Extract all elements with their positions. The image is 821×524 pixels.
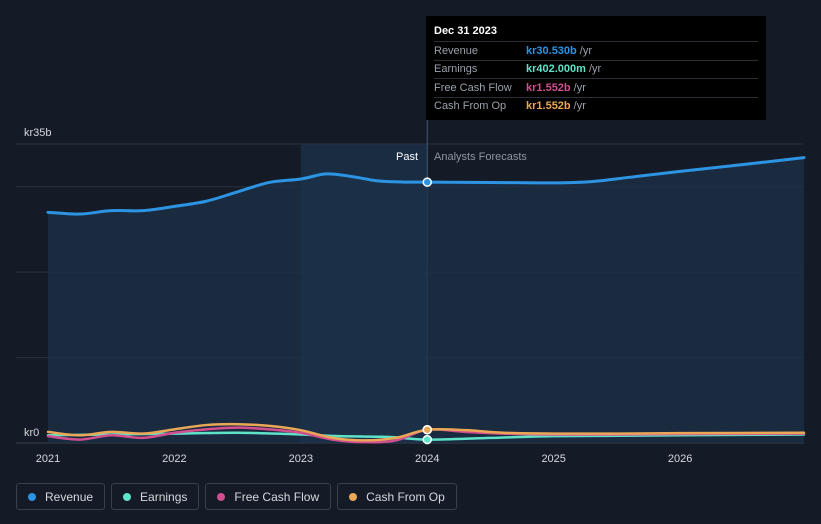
legend-label: Cash From Op (366, 489, 445, 504)
tooltip-row-earnings: Earnings kr402.000m /yr (434, 59, 758, 79)
legend: Revenue Earnings Free Cash Flow Cash Fro… (16, 483, 457, 510)
tooltip-unit: /yr (588, 63, 602, 76)
legend-item-cash-from-op[interactable]: Cash From Op (337, 483, 457, 510)
tooltip-label: Revenue (434, 44, 479, 57)
tooltip: Dec 31 2023 Revenue kr30.530b /yr Earnin… (426, 16, 766, 120)
x-tick-label: 2026 (668, 453, 692, 465)
tooltip-value-cash-from-op: kr1.552b (526, 100, 571, 113)
cash-from-op-marker (422, 424, 433, 435)
legend-item-free-cash-flow[interactable]: Free Cash Flow (205, 483, 332, 510)
x-tick-label: 2023 (289, 453, 313, 465)
tooltip-date: Dec 31 2023 (434, 25, 497, 37)
tooltip-row-free-cash-flow: Free Cash Flow kr1.552b /yr (434, 78, 758, 97)
legend-label: Earnings (140, 489, 188, 504)
y-axis-top-label: kr35b (24, 127, 52, 139)
earnings-dot-icon (123, 492, 132, 501)
legend-item-earnings[interactable]: Earnings (111, 483, 200, 510)
forecast-label: Analysts Forecasts (434, 151, 527, 163)
revenue-marker (422, 177, 433, 187)
tooltip-value-earnings: kr402.000m (526, 63, 586, 76)
tooltip-label: Cash From Op (434, 100, 507, 113)
past-label: Past (396, 151, 418, 163)
cash-from-op-dot-icon (349, 492, 358, 501)
tooltip-value-free-cash-flow: kr1.552b (526, 81, 571, 94)
x-tick-label: 2021 (36, 453, 60, 465)
legend-item-revenue[interactable]: Revenue (16, 483, 106, 510)
revenue-dot-icon (28, 492, 36, 501)
tooltip-row-cash-from-op: Cash From Op kr1.552b /yr (434, 96, 758, 116)
x-tick-label: 2025 (541, 453, 565, 465)
earnings-marker (422, 434, 433, 445)
x-tick-label: 2022 (162, 453, 186, 465)
legend-label: Free Cash Flow (234, 489, 320, 504)
revenue-line (46, 156, 806, 216)
tooltip-value-revenue: kr30.530b (526, 44, 577, 57)
tooltip-label: Free Cash Flow (434, 81, 512, 94)
tooltip-unit: /yr (579, 44, 592, 57)
tooltip-unit: /yr (573, 100, 586, 113)
revenue-area (48, 157, 804, 443)
free-cash-flow-dot-icon (217, 492, 226, 501)
y-axis-bottom-label: kr0 (24, 427, 39, 439)
tooltip-row-revenue: Revenue kr30.530b /yr (434, 41, 758, 60)
cash-from-op-line (46, 422, 806, 442)
legend-label: Revenue (45, 489, 94, 504)
tooltip-label: Earnings (434, 63, 478, 76)
tooltip-unit: /yr (573, 81, 586, 94)
x-tick-label: 2024 (415, 453, 439, 465)
